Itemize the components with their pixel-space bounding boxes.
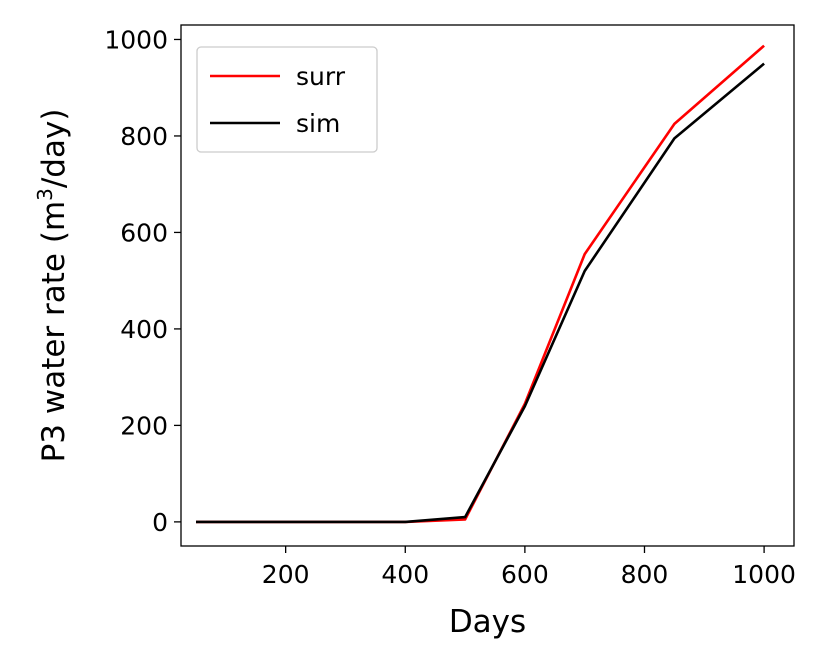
x-axis: 200 400 600 800 1000 (262, 546, 796, 589)
y-tick-label: 200 (120, 411, 168, 440)
legend-box (196, 46, 378, 153)
y-axis: 0 200 400 600 800 1000 (104, 25, 181, 537)
y-tick-label: 0 (152, 508, 168, 537)
y-axis-title: P3 water rate (m3/day) (33, 109, 72, 463)
plot-frame (180, 24, 795, 547)
x-tick-label: 1000 (732, 560, 796, 589)
legend-label-sim: sim (296, 109, 340, 138)
y-tick-label: 400 (120, 315, 168, 344)
x-tick-label: 800 (621, 560, 669, 589)
y-axis-title-superscript: 3 (33, 188, 57, 201)
y-tick-label: 800 (120, 122, 168, 151)
legend-label-surr: surr (296, 62, 346, 91)
series-layer (196, 44, 765, 524)
x-tick-label: 400 (381, 560, 429, 589)
x-axis-title: Days (449, 604, 526, 640)
series-line-sim (196, 62, 765, 524)
y-axis-title-tail: /day) (36, 109, 72, 189)
y-tick-label: 600 (120, 218, 168, 247)
legend: surr sim (196, 46, 378, 153)
x-tick-label: 200 (262, 560, 310, 589)
y-tick-label: 1000 (104, 25, 168, 54)
y-axis-title-main: P3 water rate (m (36, 201, 72, 463)
x-tick-label: 600 (501, 560, 549, 589)
